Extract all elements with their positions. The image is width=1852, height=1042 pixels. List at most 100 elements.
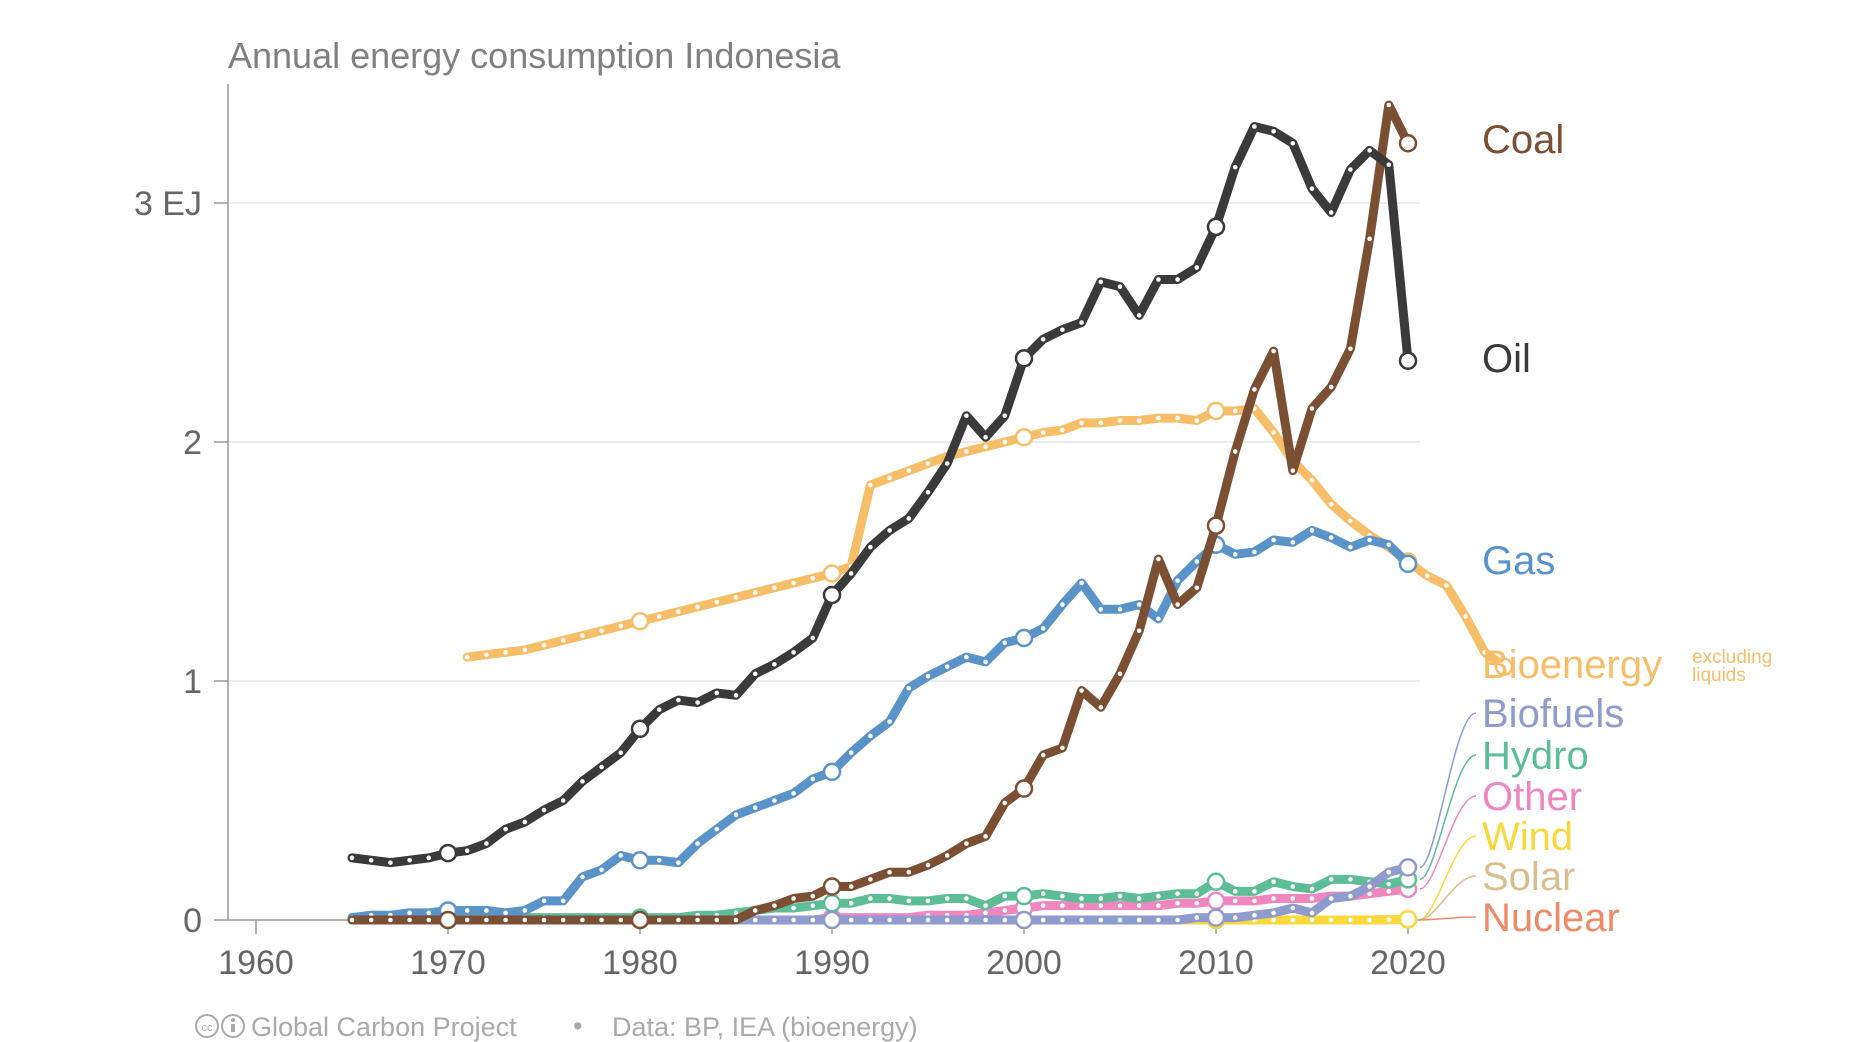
oil-point: [1348, 167, 1353, 172]
biofuels-point: [1386, 869, 1392, 875]
bioenergy-point: [1232, 408, 1238, 414]
coal-point: [868, 877, 873, 882]
hydro-point: [1098, 896, 1104, 901]
oil-point: [1040, 336, 1046, 342]
gas-point: [560, 898, 566, 904]
coal-point: [1386, 102, 1392, 108]
gas-point: [1194, 559, 1200, 564]
hydro-point: [1290, 884, 1296, 889]
coal-point: [887, 869, 892, 875]
biofuels-point: [752, 917, 758, 923]
gas-point: [484, 908, 489, 913]
oil-point: [906, 516, 912, 521]
biofuels-point: [1232, 915, 1238, 920]
hydro-decade-marker: [1206, 872, 1226, 892]
other-point: [1098, 903, 1104, 908]
label-nuclear: Nuclear: [1482, 896, 1620, 940]
series-layer: [347, 100, 1514, 930]
hydro-point: [983, 903, 988, 908]
bioenergy-decade-marker: [630, 612, 650, 631]
other-point: [1252, 898, 1257, 904]
other-point: [1386, 889, 1392, 894]
coal-point: [810, 893, 816, 899]
oil-point: [1175, 277, 1180, 282]
leader-nuclear: [1419, 916, 1477, 921]
wind-decade-marker: [1398, 910, 1418, 929]
bioenergy-point: [1040, 430, 1046, 435]
oil-point: [349, 855, 355, 861]
other-point: [1271, 896, 1276, 901]
hydro-point: [906, 898, 912, 904]
biofuels-point: [1367, 884, 1372, 889]
biofuels-point: [1175, 917, 1180, 923]
axis-layer: 0 1 2 3 EJ 1960 1970 1980 1990 2000 2010 2020: [134, 84, 1446, 982]
hydro-point: [1117, 893, 1123, 899]
gas-decade-marker: [1014, 628, 1034, 648]
biofuels-point: [791, 917, 796, 923]
biofuels-point: [868, 917, 873, 923]
hydro-point: [925, 898, 931, 904]
hydro-point: [848, 900, 854, 906]
oil-line: [347, 122, 1413, 868]
bioenergy-point: [925, 461, 931, 466]
gas-point: [1060, 602, 1065, 607]
bioenergy-point: [733, 595, 739, 600]
biofuels-point: [810, 917, 816, 923]
gas-point: [848, 750, 854, 755]
svg-text:cc: cc: [202, 1022, 214, 1034]
label-oil: Oil: [1482, 337, 1531, 381]
y-tick-label: 0: [183, 902, 202, 940]
oil-point: [407, 857, 412, 863]
bioenergy-point: [868, 482, 873, 488]
oil-point: [1194, 265, 1200, 270]
label-bioenergy-note: excluding liquids: [1692, 647, 1772, 686]
other-point: [1156, 903, 1161, 908]
hydro-point: [1232, 889, 1238, 894]
y-tick-label: 1: [183, 663, 202, 701]
bioenergy-point: [1328, 501, 1334, 507]
oil-decade-marker: [1398, 351, 1418, 370]
biofuels-point: [1328, 896, 1334, 901]
bioenergy-point: [887, 475, 892, 481]
oil-point: [1386, 162, 1392, 168]
oil-point: [560, 798, 566, 803]
bioenergy-decade-marker: [822, 564, 842, 583]
other-point: [1040, 903, 1046, 908]
coal-point: [1309, 406, 1315, 411]
bioenergy-decade-marker: [1206, 401, 1226, 421]
bioenergy-point: [1444, 583, 1449, 588]
label-solar: Solar: [1482, 855, 1575, 899]
gas-line: [347, 525, 1413, 923]
label-layer: Bioenergy excluding liquids Oil Coal Gas Biofu…: [1419, 118, 1772, 940]
biofuels-point: [983, 917, 988, 923]
coal-decade-marker: [1206, 516, 1226, 535]
biofuels-decade-marker: [1398, 858, 1418, 877]
biofuels-point: [925, 917, 931, 923]
gas-point: [906, 685, 912, 691]
gas-decade-marker: [1398, 554, 1418, 574]
coal-decade-marker: [822, 877, 842, 896]
gas-point: [714, 826, 720, 832]
footer-credit: Global Carbon Project: [251, 1012, 517, 1042]
gas-point: [733, 812, 739, 818]
biofuels-point: [1060, 917, 1065, 923]
coal-point: [656, 917, 662, 923]
gas-point: [503, 910, 508, 916]
oil-point: [983, 434, 988, 440]
wind-point: [1367, 917, 1372, 923]
gas-point: [1136, 602, 1142, 607]
leader-solar: [1419, 875, 1477, 921]
biofuels-point: [1079, 917, 1084, 923]
coal-point: [1079, 688, 1084, 693]
label-gas: Gas: [1482, 539, 1555, 583]
x-tick-label: 1960: [218, 944, 294, 982]
hydro-point: [1386, 881, 1392, 887]
footer-separator: •: [573, 1011, 582, 1041]
biofuels-point: [1252, 912, 1257, 918]
oil-point: [1367, 148, 1372, 153]
gas-point: [656, 857, 662, 863]
other-point: [1079, 903, 1084, 908]
hydro-point: [1309, 886, 1315, 892]
oil-point: [503, 826, 508, 832]
